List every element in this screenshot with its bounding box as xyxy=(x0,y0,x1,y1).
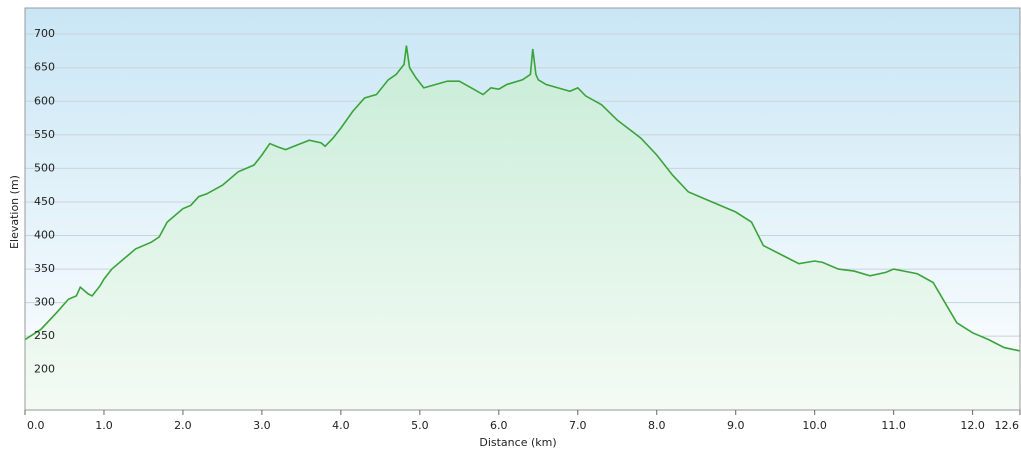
y-tick-label: 350 xyxy=(34,262,55,275)
y-tick-label: 400 xyxy=(34,229,55,242)
x-tick-label: 12.0 xyxy=(960,419,985,432)
plot-border xyxy=(24,7,1021,411)
y-tick-label: 500 xyxy=(34,161,55,174)
x-tick-label: 7.0 xyxy=(569,419,587,432)
x-tick-label: 6.0 xyxy=(490,419,508,432)
y-axis-label: Elevation (m) xyxy=(8,175,21,249)
x-tick-label: 3.0 xyxy=(253,419,271,432)
y-tick-label: 200 xyxy=(34,363,55,376)
x-tick-label: 10.0 xyxy=(802,419,827,432)
y-tick-label: 650 xyxy=(34,61,55,74)
x-axis-label: Distance (km) xyxy=(479,436,556,449)
elevation-line xyxy=(24,45,1021,352)
x-tick-label: 1.0 xyxy=(95,419,113,432)
area-fill xyxy=(25,45,1020,410)
y-tick-label: 600 xyxy=(34,94,55,107)
y-tick-label: 550 xyxy=(34,128,55,141)
x-tick-label: 0.0 xyxy=(27,419,45,432)
x-tick-label: 9.0 xyxy=(727,419,745,432)
x-tick-label: 5.0 xyxy=(411,419,429,432)
y-tick-label: 700 xyxy=(34,27,55,40)
x-tick-label: 8.0 xyxy=(648,419,666,432)
y-tick-label: 300 xyxy=(34,296,55,309)
y-tick-label: 250 xyxy=(34,329,55,342)
x-tick-label: 4.0 xyxy=(332,419,350,432)
x-tick-label: 11.0 xyxy=(881,419,906,432)
y-tick-label: 450 xyxy=(34,195,55,208)
x-tick-label: 12.6 xyxy=(995,419,1020,432)
x-tick-label: 2.0 xyxy=(174,419,192,432)
